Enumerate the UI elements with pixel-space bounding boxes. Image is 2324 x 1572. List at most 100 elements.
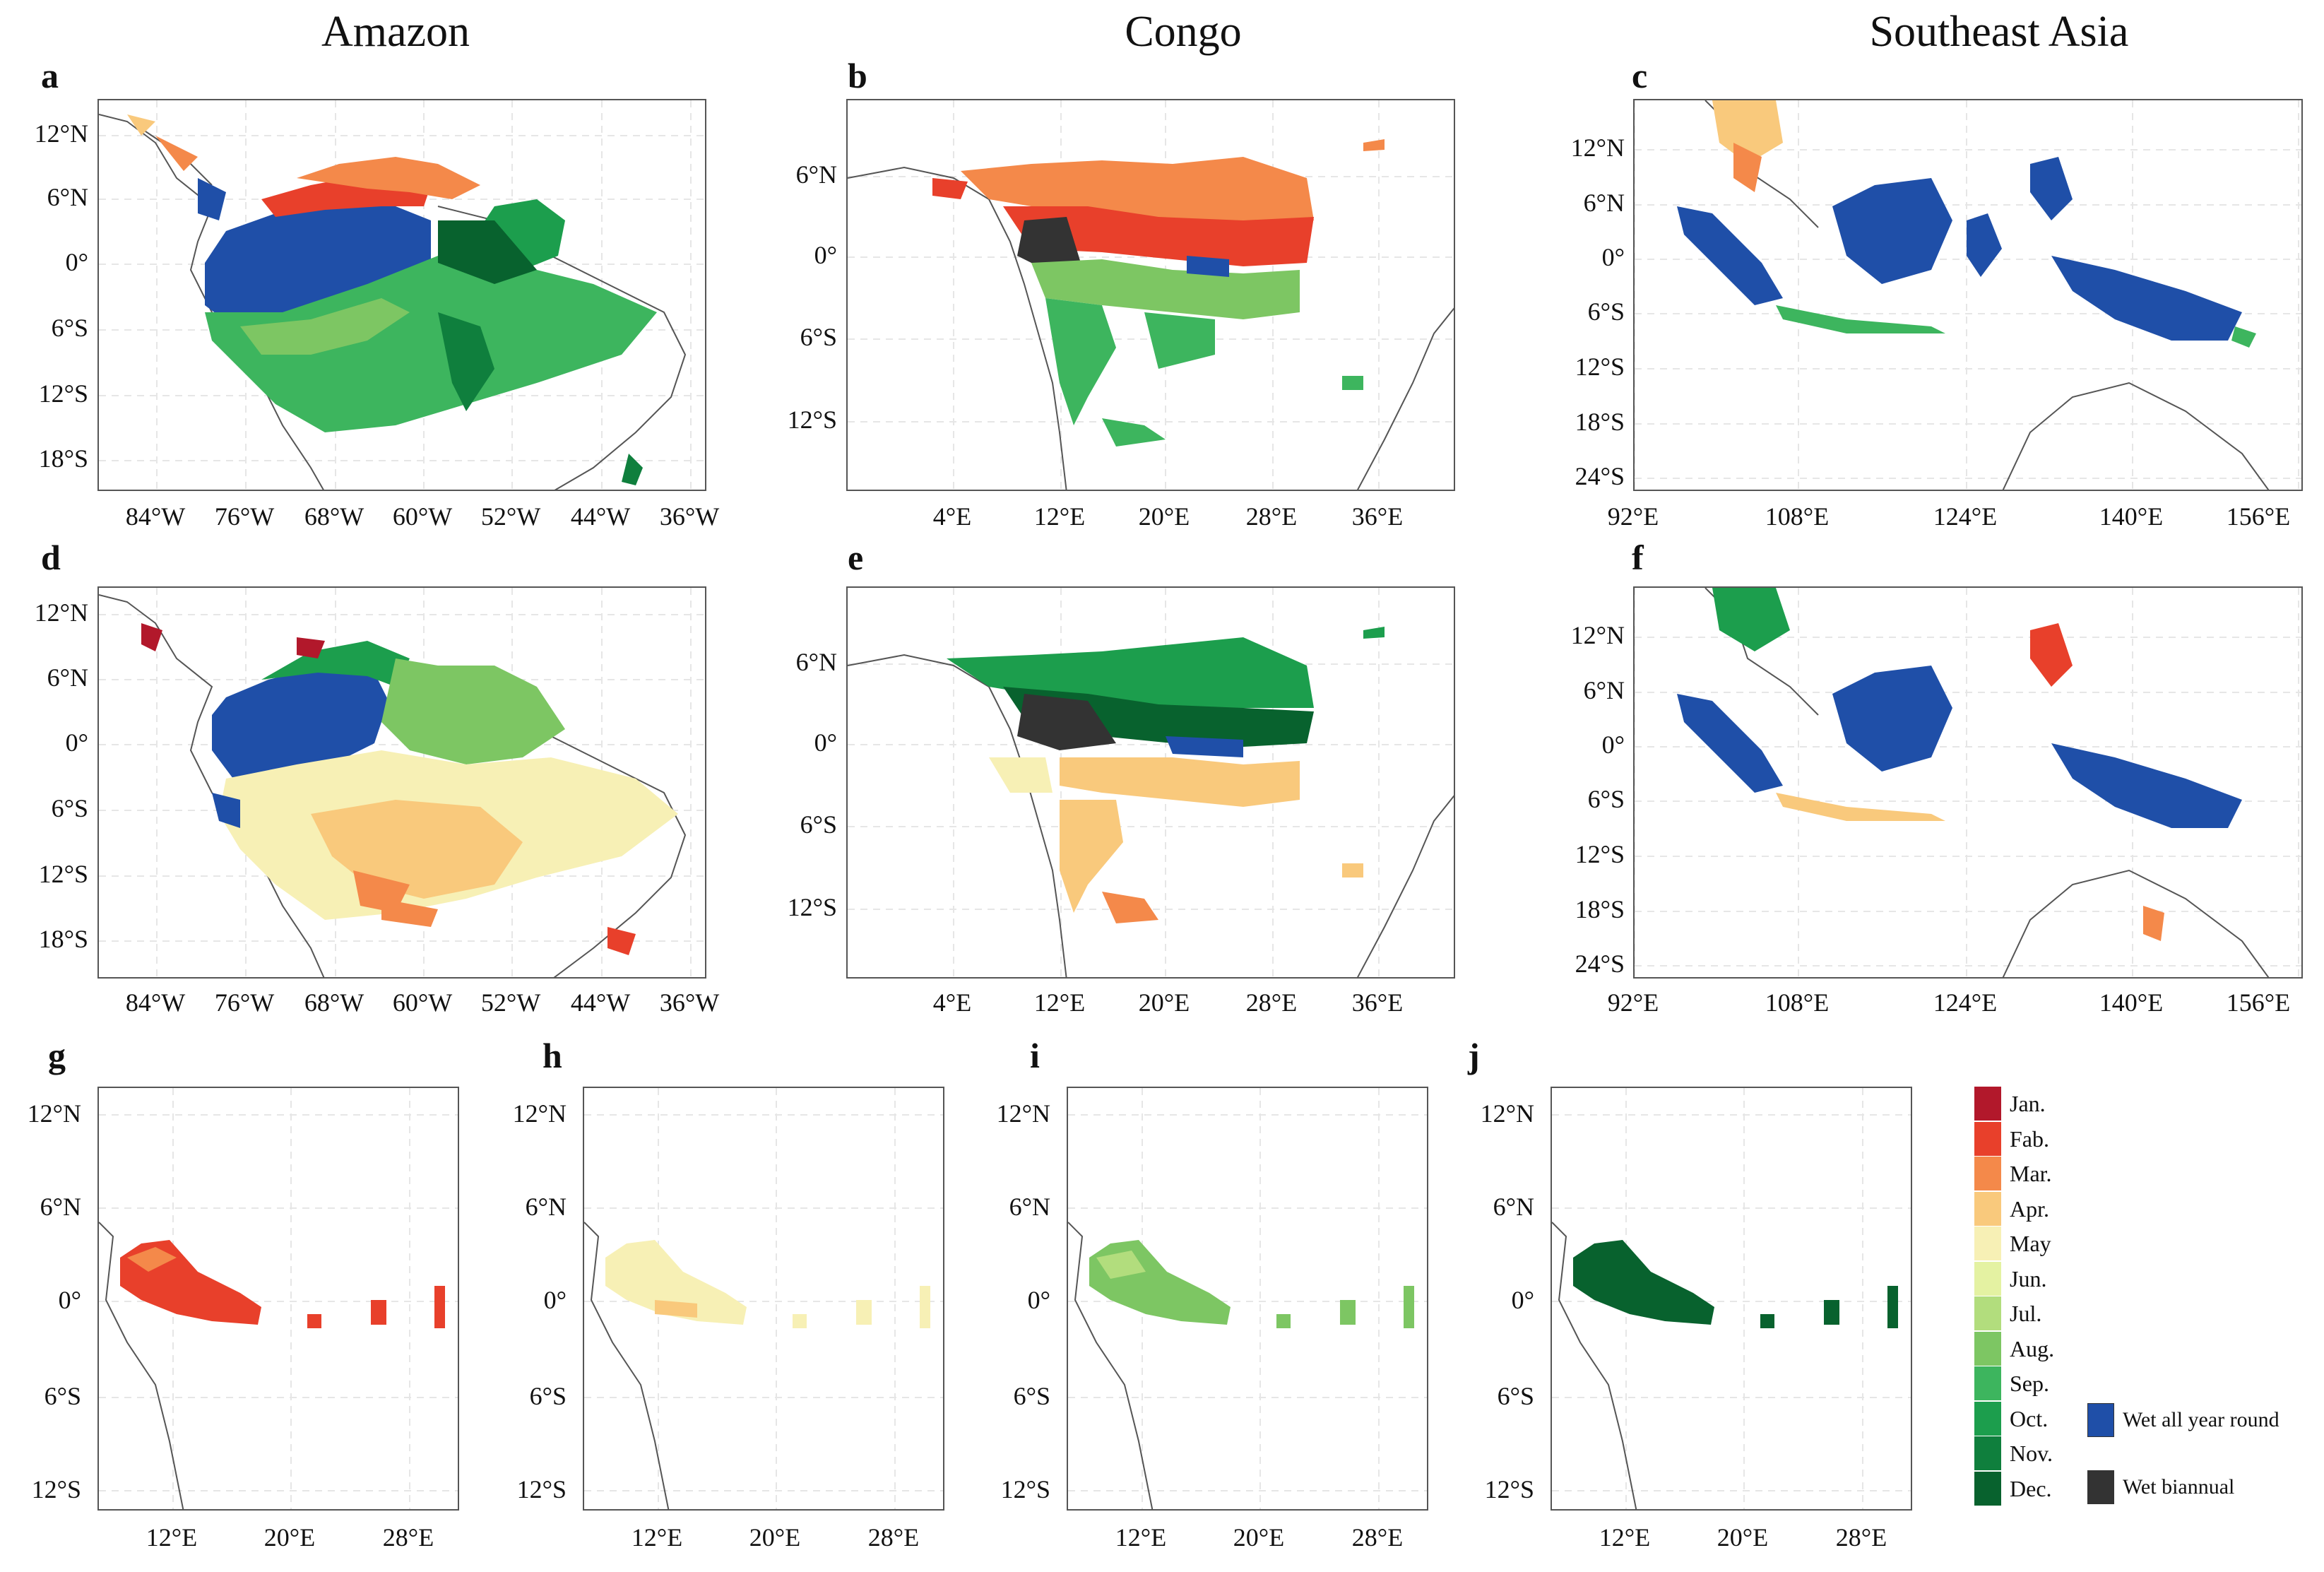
- legend-month-label-4: Apr.: [2010, 1195, 2049, 1222]
- a-xtick-3: 68°W: [304, 502, 364, 531]
- legend-swatch-8: [1974, 1331, 2001, 1366]
- map-panel-f: [1633, 586, 2303, 979]
- b-ytick-2: 0°: [814, 241, 837, 269]
- g-xtick-3: 28°E: [382, 1523, 434, 1552]
- d-ytick-2: 6°N: [47, 663, 88, 692]
- legend-month-label-6: Jun.: [2010, 1265, 2047, 1292]
- g-ytick-4: 6°S: [44, 1382, 81, 1410]
- legend-swatch-1: [1974, 1087, 2001, 1121]
- i-ytick-3: 0°: [1027, 1286, 1050, 1314]
- legend-swatch-4: [1974, 1191, 2001, 1226]
- j-xtick-2: 20°E: [1717, 1523, 1769, 1552]
- h-ytick-5: 12°S: [516, 1475, 567, 1503]
- d-xtick-7: 36°W: [659, 988, 720, 1017]
- a-ytick-4: 6°S: [51, 314, 88, 342]
- h-xtick-3: 28°E: [867, 1523, 920, 1552]
- region-j: [1573, 1240, 1898, 1328]
- h-ytick-1: 12°N: [512, 1099, 567, 1128]
- panel-letter-f: f: [1632, 538, 1644, 577]
- g-ytick-3: 0°: [58, 1286, 81, 1314]
- panel-letter-c: c: [1632, 56, 1648, 95]
- f-xtick-4: 140°E: [2099, 988, 2164, 1017]
- region-g: [120, 1240, 445, 1328]
- legend-month-label-8: Aug.: [2010, 1335, 2055, 1361]
- b-ytick-1: 6°N: [795, 160, 837, 189]
- b-xtick-2: 12°E: [1033, 502, 1086, 531]
- panel-letter-h: h: [543, 1036, 562, 1075]
- map-e-canvas: [848, 588, 1454, 977]
- wet-biannual-swatch: [2087, 1470, 2114, 1504]
- congo-onset-b: [932, 139, 1385, 447]
- f-xtick-5: 156°E: [2226, 988, 2291, 1017]
- b-ytick-3: 6°S: [800, 323, 837, 351]
- c-xtick-5: 156°E: [2226, 502, 2291, 531]
- legend-swatch-2: [1974, 1121, 2001, 1156]
- e-ytick-3: 6°S: [800, 810, 837, 839]
- h-ytick-4: 6°S: [529, 1382, 567, 1410]
- a-ytick-6: 18°S: [38, 444, 88, 473]
- i-ytick-4: 6°S: [1013, 1382, 1050, 1410]
- e-xtick-1: 4°E: [932, 988, 972, 1017]
- d-xtick-4: 60°W: [392, 988, 453, 1017]
- wet-biannual-label: Wet biannual: [2123, 1475, 2235, 1499]
- map-panel-c: [1633, 99, 2303, 491]
- map-h-canvas: [584, 1088, 943, 1509]
- a-xtick-6: 44°W: [570, 502, 631, 531]
- d-ytick-6: 18°S: [38, 925, 88, 953]
- f-ytick-2: 6°N: [1583, 676, 1625, 704]
- f-ytick-7: 24°S: [1575, 950, 1625, 978]
- a-xtick-4: 60°W: [392, 502, 453, 531]
- d-ytick-1: 12°N: [34, 598, 88, 627]
- a-ytick-3: 0°: [65, 248, 88, 276]
- d-ytick-4: 6°S: [51, 794, 88, 822]
- region-h: [605, 1240, 930, 1328]
- a-ytick-1: 12°N: [34, 119, 88, 148]
- amazon-withdrawal-d: [141, 623, 678, 955]
- d-xtick-6: 44°W: [570, 988, 631, 1017]
- b-xtick-3: 20°E: [1138, 502, 1190, 531]
- f-xtick-1: 92°E: [1607, 988, 1659, 1017]
- map-panel-e: [846, 586, 1455, 979]
- a-xtick-7: 36°W: [659, 502, 720, 531]
- b-xtick-1: 4°E: [932, 502, 972, 531]
- c-ytick-2: 6°N: [1583, 189, 1625, 217]
- j-ytick-5: 12°S: [1484, 1475, 1534, 1503]
- map-panel-i: [1067, 1087, 1428, 1511]
- g-ytick-1: 12°N: [27, 1099, 81, 1128]
- b-xtick-4: 28°E: [1245, 502, 1298, 531]
- g-xtick-1: 12°E: [146, 1523, 198, 1552]
- f-ytick-5: 12°S: [1575, 840, 1625, 868]
- c-xtick-4: 140°E: [2099, 502, 2164, 531]
- map-panel-b: [846, 99, 1455, 491]
- e-xtick-4: 28°E: [1245, 988, 1298, 1017]
- map-j-canvas: [1552, 1088, 1911, 1509]
- i-xtick-2: 20°E: [1233, 1523, 1285, 1552]
- panel-letter-g: g: [48, 1036, 66, 1075]
- d-xtick-1: 84°W: [125, 988, 186, 1017]
- g-xtick-2: 20°E: [263, 1523, 316, 1552]
- c-ytick-1: 12°N: [1570, 134, 1625, 162]
- legend-month-label-9: Sep.: [2010, 1371, 2049, 1396]
- h-xtick-1: 12°E: [631, 1523, 683, 1552]
- legend: Jan. Fab. Mar. Apr. May Jun. Jul. Aug. Sep. Oct. N…: [1974, 1087, 2313, 1511]
- legend-month-label-5: May: [2010, 1231, 2051, 1256]
- d-xtick-3: 68°W: [304, 988, 364, 1017]
- j-ytick-4: 6°S: [1497, 1382, 1534, 1410]
- h-ytick-3: 0°: [543, 1286, 567, 1314]
- e-xtick-5: 36°E: [1351, 988, 1404, 1017]
- c-ytick-3: 0°: [1601, 243, 1625, 271]
- legend-month-label-2: Fab.: [2010, 1125, 2049, 1152]
- panel-letter-a: a: [41, 56, 59, 95]
- map-panel-j: [1551, 1087, 1912, 1511]
- f-ytick-3: 0°: [1601, 731, 1625, 759]
- j-ytick-2: 6°N: [1493, 1193, 1534, 1221]
- legend-month-label-1: Jan.: [2010, 1091, 2046, 1116]
- legend-month-label-10: Oct.: [2010, 1405, 2049, 1431]
- map-c-canvas: [1635, 100, 2301, 490]
- i-xtick-3: 28°E: [1351, 1523, 1404, 1552]
- a-ytick-2: 6°N: [47, 183, 88, 211]
- legend-swatch-6: [1974, 1261, 2001, 1296]
- legend-swatch-10: [1974, 1401, 2001, 1436]
- sea-onset-c: [1677, 100, 2256, 348]
- legend-swatch-7: [1974, 1296, 2001, 1330]
